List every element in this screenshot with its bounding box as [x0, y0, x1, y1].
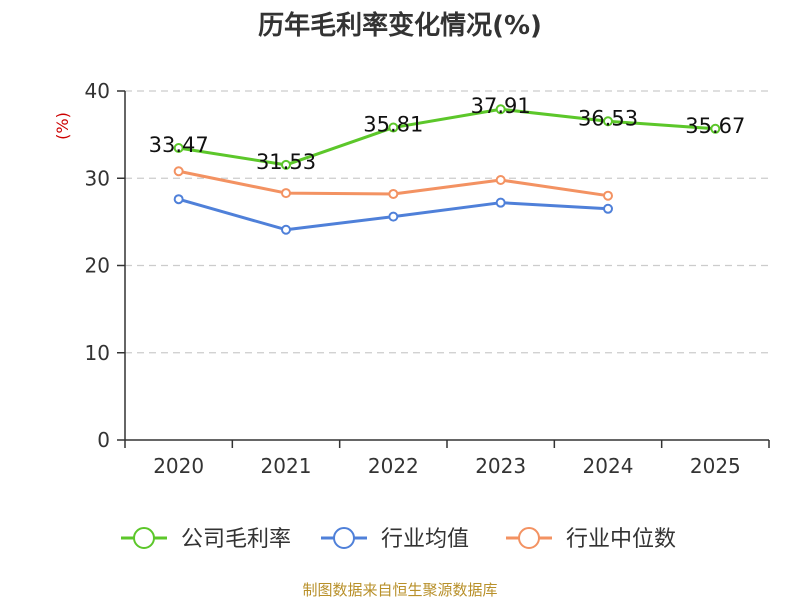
data-labels: 33.47 31.53 35.81 37.91 36.53 35.67 — [149, 94, 746, 174]
x-tick-label-2020: 2020 — [153, 454, 204, 478]
y-tick-label-20: 20 — [85, 254, 110, 278]
source-note: 制图数据来自恒生聚源数据库 — [302, 581, 497, 599]
series-1-point-4 — [603, 203, 613, 214]
series-1-point-2 — [388, 211, 399, 222]
series-2-point-0 — [173, 166, 184, 177]
legend-item-1: 行业均值 — [321, 527, 469, 552]
series-2 — [173, 166, 613, 201]
x-tick-label-2022: 2022 — [368, 454, 419, 478]
series-0-point-5 — [710, 123, 721, 134]
x-tick-label-2023: 2023 — [475, 454, 526, 478]
grid-lines — [125, 90, 769, 354]
series-0 — [173, 104, 721, 170]
series-2-point-4 — [603, 190, 613, 201]
series-lines — [173, 104, 721, 235]
series-line-0 — [178, 107, 716, 167]
y-axis-unit-label: (%) — [53, 112, 72, 140]
series-1-point-3 — [495, 197, 506, 208]
series-2-point-3 — [495, 174, 506, 185]
data-label-2: 35.81 — [363, 113, 423, 137]
legend: 公司毛利率 行业均值 行业中位数 — [121, 527, 676, 552]
data-label-5: 35.67 — [685, 114, 745, 138]
series-0-point-1 — [281, 159, 291, 170]
y-tick-label-10: 10 — [85, 341, 110, 365]
series-1 — [173, 194, 613, 235]
x-tick-label-2021: 2021 — [261, 454, 312, 478]
legend-item-0: 公司毛利率 — [121, 527, 291, 552]
data-label-4: 36.53 — [578, 106, 638, 130]
y-tick-label-0: 0 — [97, 428, 110, 452]
legend-marker-2 — [518, 527, 540, 549]
series-0-point-0 — [173, 142, 184, 153]
series-0-point-3 — [495, 104, 506, 115]
series-2-point-1 — [281, 188, 291, 199]
legend-marker-1 — [333, 527, 355, 549]
data-label-0: 33.47 — [149, 133, 209, 157]
y-tick-label-40: 40 — [85, 79, 110, 103]
x-tick-label-2024: 2024 — [583, 454, 634, 478]
legend-item-2: 行业中位数 — [506, 527, 676, 552]
legend-label-2: 行业中位数 — [566, 527, 676, 552]
axes: 0 10 20 30 40 2020 2021 2022 2023 2024 2025 — [85, 79, 770, 478]
series-2-point-2 — [388, 188, 399, 199]
legend-label-1: 行业均值 — [381, 527, 469, 552]
y-tick-label-30: 30 — [85, 166, 110, 190]
chart-title: 历年毛利率变化情况(%) — [258, 10, 542, 41]
series-1-point-0 — [173, 194, 184, 205]
series-0-point-2 — [388, 122, 399, 133]
x-tick-label-2025: 2025 — [690, 454, 741, 478]
series-0-point-4 — [603, 116, 613, 127]
series-1-point-1 — [281, 224, 291, 235]
legend-marker-0 — [133, 527, 155, 549]
legend-label-0: 公司毛利率 — [181, 527, 291, 552]
data-label-3: 37.91 — [471, 94, 531, 118]
data-label-1: 31.53 — [256, 150, 316, 174]
